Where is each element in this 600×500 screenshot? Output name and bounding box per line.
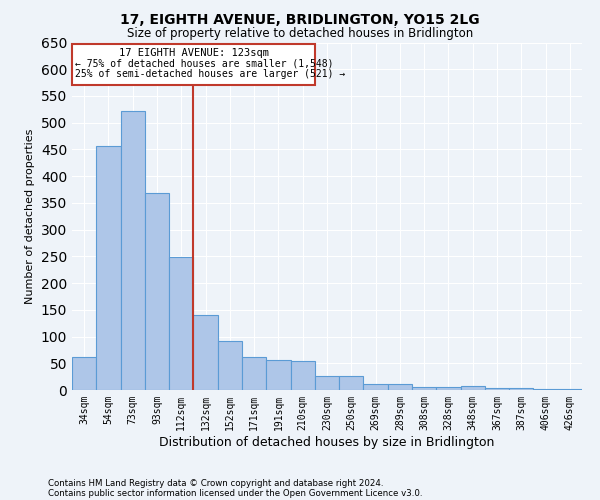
Bar: [290, 360, 315, 390]
Bar: [364, 384, 388, 390]
Bar: [315, 376, 339, 390]
Bar: [218, 341, 242, 390]
Text: Contains HM Land Registry data © Crown copyright and database right 2024.: Contains HM Land Registry data © Crown c…: [48, 478, 383, 488]
Bar: [412, 387, 436, 390]
Bar: [485, 388, 509, 390]
Y-axis label: Number of detached properties: Number of detached properties: [25, 128, 35, 304]
Bar: [72, 357, 96, 390]
Bar: [242, 357, 266, 390]
FancyBboxPatch shape: [73, 44, 316, 86]
Bar: [266, 360, 290, 390]
Bar: [96, 146, 121, 390]
Text: ← 75% of detached houses are smaller (1,548): ← 75% of detached houses are smaller (1,…: [75, 58, 334, 68]
Bar: [533, 389, 558, 390]
Bar: [193, 315, 218, 390]
Text: 17 EIGHTH AVENUE: 123sqm: 17 EIGHTH AVENUE: 123sqm: [119, 48, 269, 58]
Bar: [121, 111, 145, 390]
Text: 25% of semi-detached houses are larger (521) →: 25% of semi-detached houses are larger (…: [75, 69, 345, 79]
Bar: [169, 258, 193, 390]
Bar: [145, 194, 169, 390]
Bar: [461, 386, 485, 390]
Text: Size of property relative to detached houses in Bridlington: Size of property relative to detached ho…: [127, 28, 473, 40]
Bar: [339, 376, 364, 390]
Bar: [509, 388, 533, 390]
Text: Contains public sector information licensed under the Open Government Licence v3: Contains public sector information licen…: [48, 488, 422, 498]
Bar: [558, 389, 582, 390]
Bar: [388, 384, 412, 390]
Text: 17, EIGHTH AVENUE, BRIDLINGTON, YO15 2LG: 17, EIGHTH AVENUE, BRIDLINGTON, YO15 2LG: [120, 12, 480, 26]
Bar: [436, 388, 461, 390]
X-axis label: Distribution of detached houses by size in Bridlington: Distribution of detached houses by size …: [160, 436, 494, 448]
